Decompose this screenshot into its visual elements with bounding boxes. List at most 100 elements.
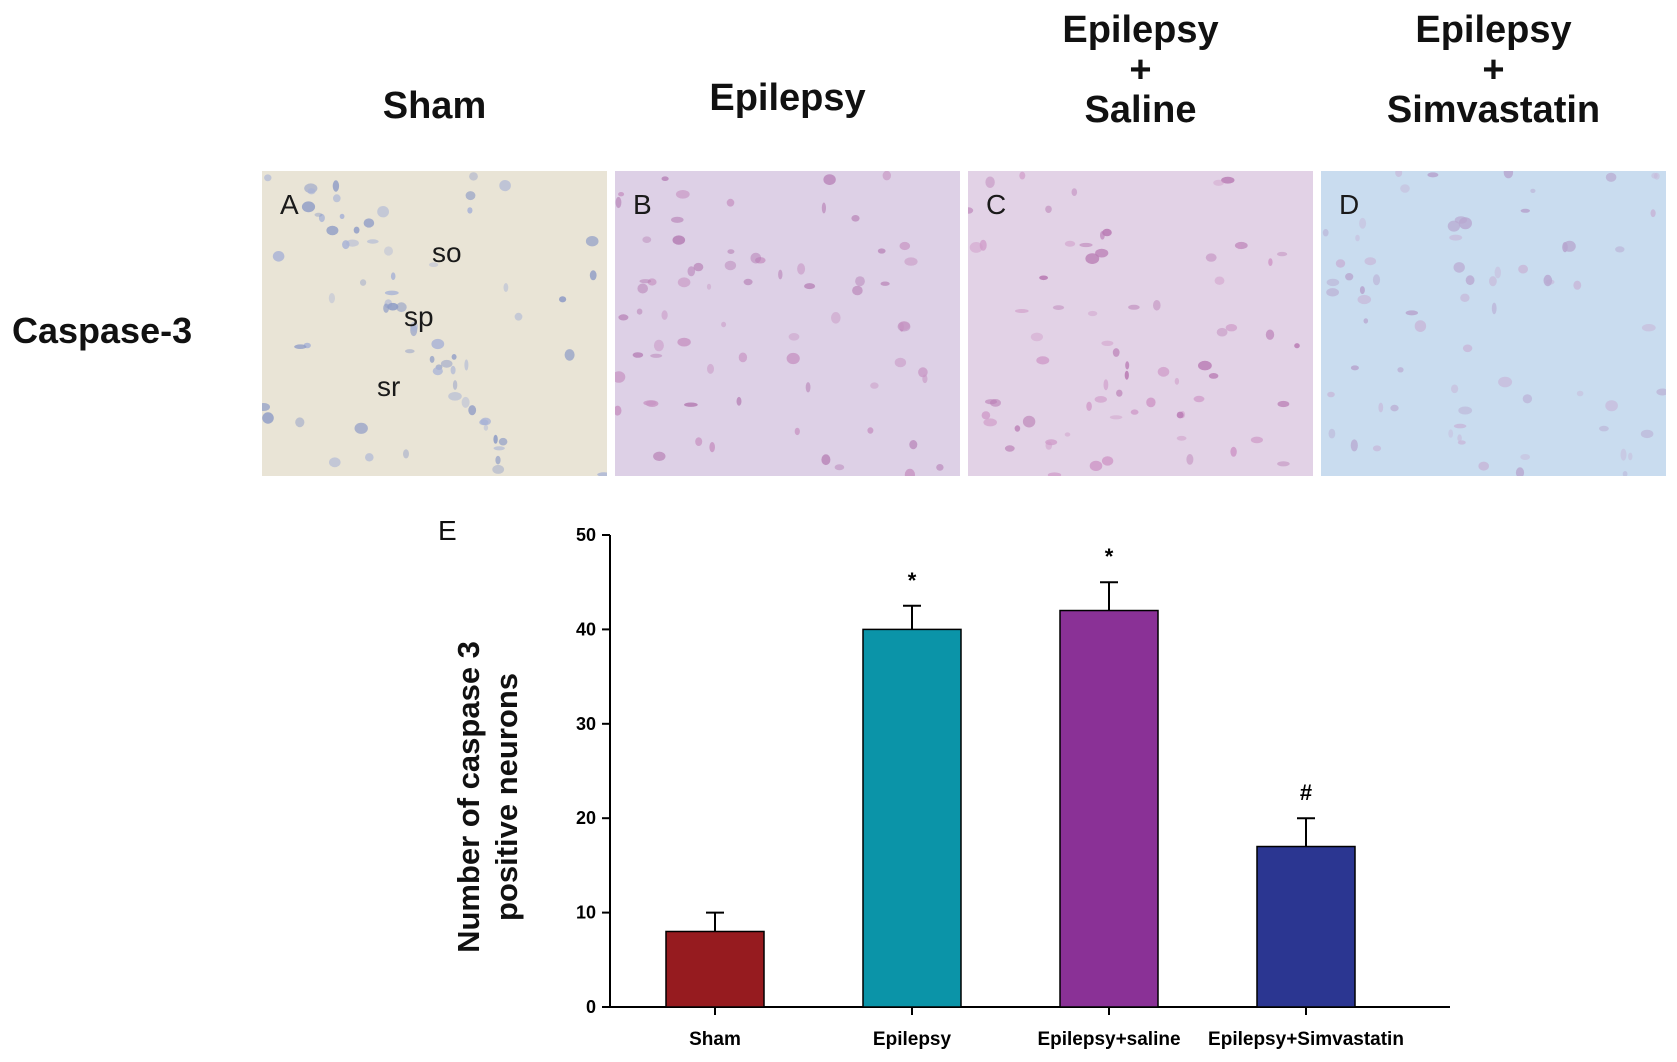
stained-cell [559, 296, 567, 303]
stained-cell [272, 251, 285, 262]
stained-cell [1087, 310, 1098, 317]
stained-cell [585, 236, 599, 247]
stained-cell [1328, 428, 1336, 439]
stained-cell [326, 225, 339, 236]
stained-cell [797, 263, 806, 275]
stained-cell [985, 399, 997, 405]
header-line: Simvastatin [1386, 89, 1601, 131]
stained-cell [675, 190, 690, 199]
stained-cell [650, 353, 663, 358]
stained-cell [672, 235, 686, 245]
stained-cell [1447, 220, 1461, 232]
stained-cell [1491, 302, 1497, 315]
stained-cell [1085, 253, 1100, 264]
stained-cell [295, 417, 305, 428]
stained-cell [1109, 415, 1123, 420]
stained-cell [788, 333, 800, 341]
stained-cell [1102, 228, 1112, 237]
stained-cell [403, 449, 409, 459]
stained-cell [909, 440, 918, 450]
stained-cell [1186, 454, 1194, 465]
stained-cell [353, 226, 360, 234]
column-header-sham: Sham [262, 86, 607, 126]
stained-cell [1124, 370, 1129, 380]
stained-cell [1573, 280, 1582, 290]
stained-cell [904, 257, 918, 266]
header-line: Epilepsy [709, 77, 866, 119]
bar-chart: 0 10 20 30 40 50 Sham * Epilepsy * Epilepsy+saline… [576, 525, 1450, 1050]
stained-cell [1395, 171, 1403, 177]
stained-cell [1326, 288, 1339, 297]
stained-cell [726, 198, 735, 207]
stained-cell [493, 434, 498, 444]
bar [862, 628, 962, 1008]
stained-cell [778, 269, 783, 280]
stained-cell [493, 446, 505, 451]
stained-cell [1494, 266, 1501, 279]
header-line: Saline [1084, 89, 1197, 131]
stained-cell [1350, 365, 1359, 371]
stained-cell [1294, 343, 1300, 349]
stained-cell [479, 419, 489, 426]
micrograph-panel-d: D [1321, 171, 1666, 476]
stained-cell [483, 424, 489, 431]
stained-cell [1405, 310, 1418, 316]
column-header-epilepsy: Epilepsy [615, 78, 960, 118]
stained-cell [1277, 461, 1290, 467]
stained-cell [642, 236, 652, 243]
stained-cell [1543, 274, 1553, 287]
stained-cell [738, 352, 748, 363]
stained-cell [981, 411, 991, 420]
stained-cell [384, 246, 393, 256]
x-tick-label: Sham [689, 1029, 741, 1050]
stained-cell [1414, 320, 1427, 332]
stained-cell [428, 262, 439, 267]
stained-cell [852, 285, 863, 296]
stained-cell [821, 202, 826, 214]
stained-cell [1359, 217, 1367, 229]
y-tick-label: 0 [586, 997, 596, 1017]
stained-cell [736, 396, 742, 406]
bar [1256, 845, 1356, 1008]
stained-cell [834, 464, 845, 471]
stained-cell [936, 464, 944, 471]
panel-letter: A [280, 189, 299, 220]
stained-cell [1234, 241, 1248, 250]
stained-cell [492, 464, 505, 474]
stained-cell [1458, 406, 1473, 415]
stained-cell [709, 442, 715, 453]
stained-cell [318, 213, 325, 223]
stained-cell [360, 279, 367, 286]
stained-cell [870, 382, 879, 389]
stained-cell [632, 352, 644, 358]
micrograph-panel-a: A so sp sr [262, 171, 607, 476]
stained-cell [677, 277, 691, 288]
stained-cell [1268, 258, 1273, 266]
header-line: Epilepsy [1415, 9, 1572, 51]
stained-cell [1489, 276, 1497, 287]
stained-cell [1086, 401, 1092, 411]
stained-cell [1205, 253, 1217, 262]
stained-cell [264, 174, 272, 182]
stained-cell [684, 402, 698, 407]
stained-cell [1112, 348, 1120, 357]
stained-cell [1605, 172, 1617, 182]
stained-cell [894, 357, 907, 368]
stained-cell [1650, 209, 1656, 218]
stained-cell [564, 349, 575, 361]
micrograph-image [1322, 171, 1666, 476]
stained-cell [1176, 411, 1184, 419]
x-tick-label: Epilepsy [873, 1029, 952, 1050]
stained-cell [985, 176, 995, 188]
stained-cell [1036, 356, 1050, 365]
stained-cell [922, 374, 928, 384]
stained-cell [1045, 205, 1052, 213]
stained-cell [855, 276, 865, 287]
stained-cell [1213, 179, 1224, 186]
y-tick-label: 10 [576, 903, 596, 923]
stained-cell [1103, 379, 1109, 391]
panel-letter: B [633, 189, 652, 220]
stained-cell [1427, 172, 1439, 178]
stained-cell [467, 207, 473, 214]
stained-cell [1071, 188, 1078, 196]
